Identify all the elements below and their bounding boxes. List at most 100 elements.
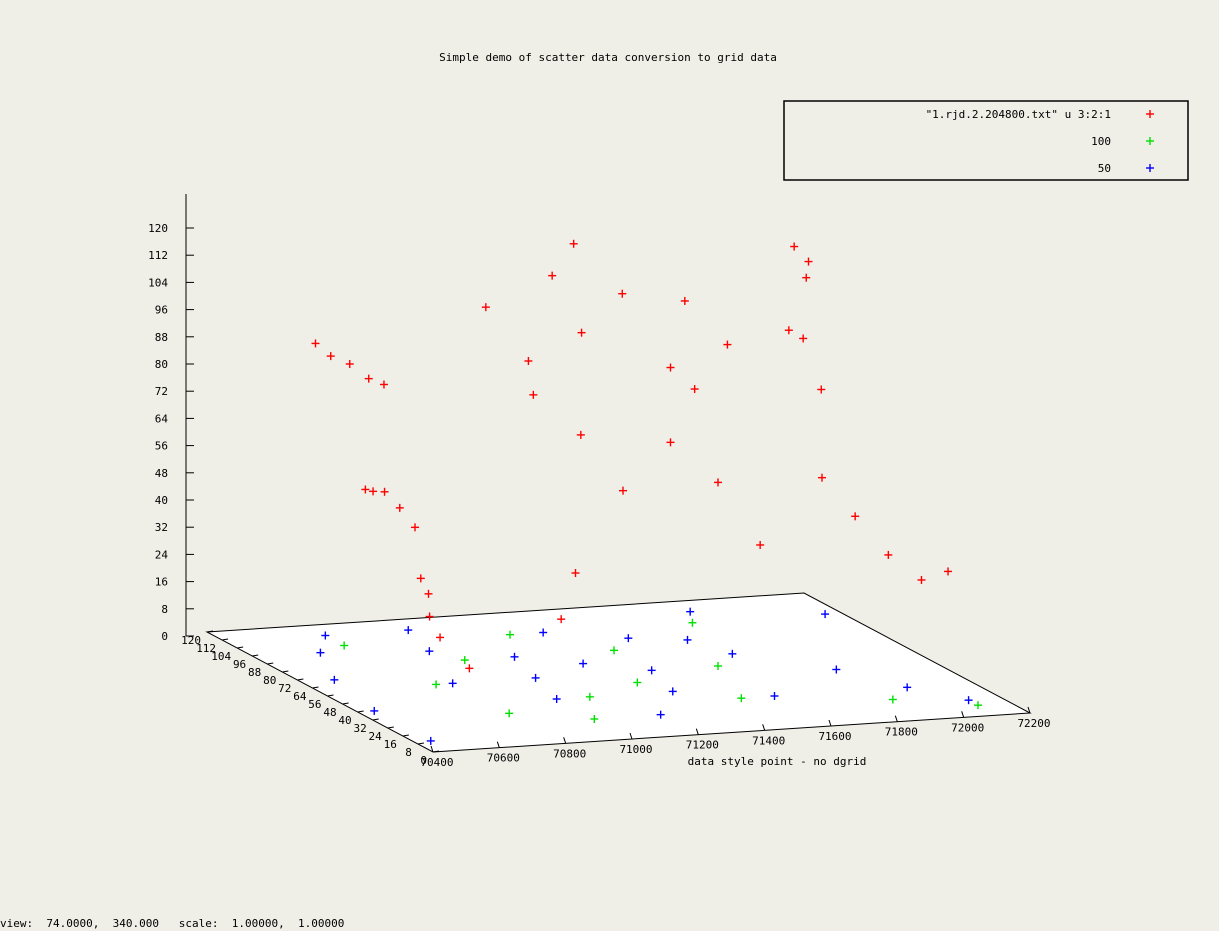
series-50-point [770, 692, 779, 700]
series-100-point [688, 618, 697, 627]
legend-marker-series-50 [1146, 164, 1154, 172]
y-tick-label: 80 [263, 674, 276, 687]
series-rjd-point [548, 271, 557, 280]
z-tick-label: 64 [155, 412, 169, 425]
series-rjd-point [369, 487, 378, 496]
series-100-point [590, 715, 599, 723]
series-rjd-point [680, 296, 689, 305]
x-tick-label: 71200 [686, 739, 719, 752]
series-50-point [321, 631, 330, 640]
y-tick-mark [417, 742, 425, 745]
series-rjd-point [364, 374, 373, 383]
series-50-point [316, 648, 325, 657]
series-100-point [340, 641, 349, 650]
y-tick-label: 88 [248, 666, 261, 679]
y-tick-label: 56 [308, 698, 321, 711]
series-50-point [531, 673, 540, 682]
status-bar: view: 74.0000, 340.000 scale: 1.00000, 1… [0, 917, 345, 930]
series-50-point [404, 626, 413, 635]
z-tick-label: 88 [155, 331, 168, 344]
series-rjd-point [524, 357, 533, 365]
series-100-point [974, 701, 982, 710]
series-rjd-point [917, 575, 926, 584]
y-tick-mark [297, 678, 304, 681]
y-tick-mark [357, 710, 364, 713]
series-rjd-point [424, 589, 433, 598]
z-tick-label: 104 [148, 276, 168, 289]
series-rjd-point [345, 359, 354, 368]
series-rjd-point [799, 334, 808, 343]
y-tick-mark [342, 702, 349, 705]
z-tick-label: 32 [155, 521, 168, 534]
series-rjd-point [944, 567, 953, 576]
y-tick-mark [372, 718, 379, 721]
legend-label-series-50: 50 [1098, 162, 1111, 175]
y-tick-mark [252, 654, 259, 657]
y-tick-mark [206, 630, 214, 633]
y-tick-label: 0 [420, 754, 427, 767]
z-axis: 0 8 16 24 32 40 48 56 64 72 80 88 96 104 112 120 [148, 194, 194, 643]
series-rjd-point [326, 352, 335, 361]
data-points [311, 239, 982, 745]
series-rjd-point [756, 540, 765, 549]
series-rjd-point [571, 569, 580, 577]
series-rjd-point [666, 363, 675, 372]
chart-title: Simple demo of scatter data conversion t… [439, 51, 777, 64]
legend-label-series-rjd: "1.rjd.2.204800.txt" u 3:2:1 [926, 108, 1111, 121]
series-rjd-point [416, 574, 425, 583]
x-tick-mark [828, 719, 832, 727]
series-100-point [633, 678, 642, 687]
series-rjd-point [557, 615, 566, 624]
series-50-point [668, 687, 677, 696]
series-rjd-point [465, 664, 474, 673]
series-rjd-point [361, 485, 370, 494]
x-tick-label: 71600 [818, 730, 851, 743]
y-tick-mark [327, 694, 334, 697]
y-tick-mark [267, 662, 274, 665]
legend: "1.rjd.2.204800.txt" u 3:2:1 100 50 [783, 100, 1189, 181]
y-tick-mark [432, 750, 440, 753]
series-50-point [448, 679, 457, 688]
y-tick-label: 96 [233, 658, 246, 671]
y-tick-label: 64 [293, 690, 307, 703]
series-50-point [330, 675, 339, 684]
series-rjd-point [379, 380, 388, 389]
legend-marker-series-100 [1146, 137, 1154, 145]
series-rjd-point [818, 473, 826, 482]
x-tick-label: 72200 [1017, 717, 1050, 730]
series-rjd-point [481, 303, 490, 312]
y-tick-mark [402, 734, 409, 737]
y-tick-mark [387, 726, 394, 729]
series-50-point [832, 665, 841, 674]
series-rjd-point [529, 390, 538, 399]
series-50-point [821, 610, 830, 619]
z-tick-label: 80 [155, 358, 168, 371]
z-tick-label: 56 [155, 440, 168, 453]
y-tick-label: 72 [278, 682, 291, 695]
x-tick-label: 70400 [420, 756, 453, 769]
y-tick-label: 24 [369, 730, 383, 743]
z-tick-label: 24 [155, 548, 169, 561]
y-tick-label: 8 [405, 746, 412, 759]
x-tick-mark [496, 741, 500, 748]
series-50-point [539, 628, 548, 637]
series-50-point [728, 649, 737, 658]
x-tick-mark [894, 715, 898, 722]
series-rjd-point [411, 523, 419, 532]
y-tick-mark [221, 638, 229, 641]
series-100-point [888, 695, 897, 704]
series-rjd-point [395, 503, 404, 512]
y-tick-label: 32 [353, 722, 366, 735]
series-100-point [506, 630, 514, 639]
z-tick-label: 72 [155, 385, 168, 398]
y-tick-mark [237, 646, 244, 649]
x-tick-label: 71400 [752, 734, 785, 747]
series-100-point [460, 656, 469, 665]
series-rjd-point [577, 328, 586, 337]
x-tick-mark [762, 724, 766, 731]
series-100-point [432, 680, 441, 689]
y-tick-label: 48 [323, 706, 336, 719]
y-tick-label: 104 [211, 650, 231, 663]
z-tick-label: 96 [155, 304, 168, 317]
